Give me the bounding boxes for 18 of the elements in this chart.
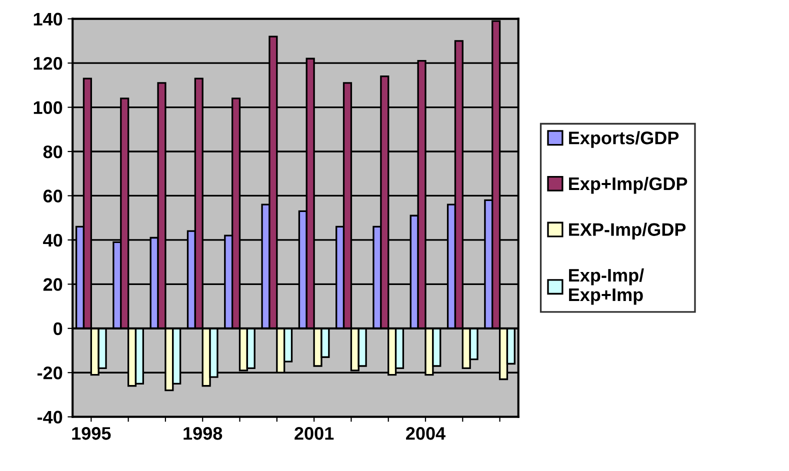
legend-label: Exports/GDP	[569, 131, 679, 148]
y-tick-label: 80	[43, 145, 62, 158]
legend-label: Exp-Imp/ Exp+Imp	[569, 268, 644, 305]
legend-label: Exp+Imp/GDP	[569, 176, 688, 194]
x-tick-label: 1998	[184, 427, 222, 440]
legend-label: EXP-Imp/GDP	[569, 222, 686, 240]
y-tick-label: 120	[34, 56, 62, 70]
y-tick-label: 60	[43, 190, 62, 202]
x-tick-label: 2001	[294, 427, 334, 440]
y-tick-label: 140	[34, 12, 62, 26]
y-tick-label: -40	[37, 410, 62, 424]
x-tick-label: 2004	[406, 427, 446, 440]
y-tick-label: 0	[54, 322, 62, 336]
y-tick-label: 20	[43, 278, 62, 291]
x-tick-label: 1995	[72, 427, 111, 440]
y-tick-label: 100	[34, 101, 62, 114]
y-tick-label: 40	[43, 234, 62, 247]
y-tick-label: -20	[37, 366, 62, 380]
